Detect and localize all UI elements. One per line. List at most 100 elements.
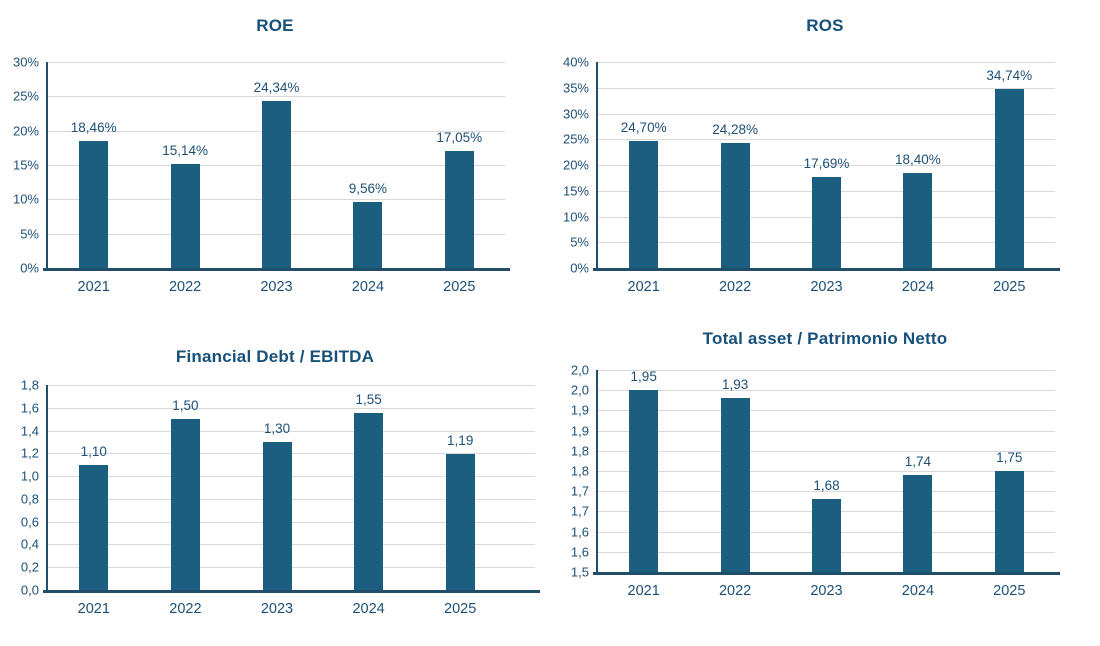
bar-2021 — [79, 465, 108, 590]
y-axis-line — [46, 62, 48, 268]
bar-2025 — [995, 471, 1024, 572]
gridline — [598, 165, 1055, 166]
y-axis-tick-label: 0,8 — [20, 491, 39, 507]
bar-value-label: 24,34% — [253, 80, 300, 95]
bar-value-label: 18,46% — [70, 120, 117, 135]
gridline — [598, 451, 1055, 452]
bar-2024 — [353, 202, 382, 268]
bar-2023 — [262, 101, 291, 268]
gridline — [598, 370, 1055, 371]
x-axis-category-label: 2022 — [169, 601, 202, 617]
chart-title-ros: ROS — [806, 16, 844, 35]
x-axis-category-label: 2023 — [260, 601, 294, 617]
x-axis-category-label: 2024 — [351, 279, 385, 295]
bar-value-label: 18,40% — [894, 152, 941, 167]
bar-2021 — [629, 390, 658, 572]
gridline — [598, 390, 1055, 391]
y-axis-tick-label: 30% — [12, 54, 39, 70]
x-axis-category-label: 2023 — [810, 583, 843, 599]
y-axis-tick-label: 1,2 — [20, 445, 39, 461]
plot-area-financial-debt-ebitda: 0,0 0,2 0,4 0,6 0,8 1,0 1,2 1,4 1,6 1,8 1,10 2021 1,… — [0, 323, 550, 646]
x-axis-category-label: 2024 — [901, 583, 935, 599]
y-axis-tick-label: 15% — [562, 183, 589, 199]
bar-value-label: 1,55 — [355, 392, 382, 407]
gridline — [598, 62, 1055, 63]
y-axis-tick-label: 1,6 — [20, 400, 39, 416]
x-axis-category-label: 2021 — [627, 583, 660, 599]
y-axis-tick-label: 30% — [562, 106, 589, 121]
x-axis-category-label: 2025 — [443, 279, 476, 295]
gridline — [598, 491, 1055, 492]
y-axis-tick-label: 25% — [562, 131, 589, 147]
bar-value-label: 1,19 — [447, 433, 474, 448]
y-axis-tick-label: 20% — [12, 123, 39, 139]
bar-2022 — [721, 143, 750, 268]
x-axis-category-label: 2022 — [718, 279, 752, 295]
y-axis-tick-label: 20% — [562, 157, 589, 173]
y-axis-tick-label: 0,0 — [20, 582, 39, 598]
bar-2025 — [446, 454, 475, 590]
bar-2025 — [445, 151, 474, 268]
bar-2021 — [629, 141, 658, 268]
y-axis-tick-label: 1,5 — [570, 564, 589, 580]
x-axis-category-label: 2022 — [718, 583, 752, 599]
bar-value-label: 34,74% — [986, 68, 1033, 83]
y-axis-tick-label: 1,0 — [20, 468, 39, 484]
gridline — [48, 62, 505, 63]
y-axis-line — [46, 385, 48, 590]
bar-value-label: 1,10 — [80, 444, 107, 459]
bar-2022 — [171, 164, 200, 268]
gridline — [48, 96, 505, 97]
bar-2021 — [79, 141, 108, 268]
bar-2022 — [721, 398, 750, 572]
gridline — [598, 139, 1055, 140]
chart-ros: ROS 0% 5% 10% 15% 20% 25% 30% 35% 40% 24,70% 2021 2… — [550, 0, 1100, 323]
y-axis-tick-label: 2,0 — [570, 382, 589, 398]
bar-2023 — [263, 442, 292, 590]
chart-financial-debt-ebitda: Financial Debt / EBITDA 0,0 0,2 0,4 0,6 0,8 1… — [0, 323, 550, 646]
y-axis-tick-label: 10% — [562, 209, 589, 224]
x-axis-line — [43, 268, 510, 271]
x-axis-category-label: 2021 — [77, 279, 110, 295]
y-axis-tick-label: 1,7 — [570, 503, 589, 519]
plot-area-ros: 0% 5% 10% 15% 20% 25% 30% 35% 40% 24,70% 2021 24,28… — [550, 0, 1100, 323]
y-axis-tick-label: 0,2 — [20, 559, 39, 575]
bar-value-label: 17,05% — [436, 130, 483, 145]
bar-2022 — [171, 419, 200, 590]
x-axis-category-label: 2021 — [77, 601, 110, 617]
bar-2024 — [903, 173, 932, 268]
y-axis-tick-label: 0,6 — [20, 514, 39, 530]
bar-value-label: 1,95 — [630, 369, 657, 384]
x-axis-category-label: 2025 — [993, 583, 1026, 599]
y-axis-tick-label: 5% — [570, 234, 589, 250]
y-axis-tick-label: 25% — [12, 88, 39, 104]
x-axis-category-label: 2023 — [260, 279, 293, 295]
gridline — [598, 88, 1055, 89]
bar-value-label: 1,93 — [721, 377, 749, 392]
chart-title-financial-debt-ebitda: Financial Debt / EBITDA — [175, 347, 375, 366]
x-axis-category-label: 2024 — [352, 601, 385, 617]
x-axis-line — [43, 590, 540, 593]
chart-total-asset-patrimonio-netto: Total asset / Patrimonio Netto 1,5 1,6 1,6… — [550, 323, 1100, 646]
gridline — [48, 385, 535, 386]
bar-2023 — [812, 499, 841, 572]
bar-2023 — [812, 177, 841, 268]
y-axis-tick-label: 1,9 — [570, 423, 589, 439]
x-axis-category-label: 2025 — [444, 601, 477, 617]
bar-value-label: 9,56% — [348, 181, 388, 196]
y-axis-tick-label: 1,9 — [570, 402, 589, 418]
bar-value-label: 1,68 — [813, 478, 840, 493]
gridline — [48, 431, 535, 432]
y-axis-tick-label: 1,6 — [570, 544, 589, 560]
y-axis-tick-label: 1,6 — [570, 524, 589, 540]
x-axis-category-label: 2024 — [901, 279, 935, 295]
bar-value-label: 1,75 — [996, 450, 1023, 465]
x-axis-category-label: 2021 — [627, 279, 660, 295]
y-axis-tick-label: 1,8 — [570, 463, 589, 479]
y-axis-tick-label: 0% — [20, 260, 39, 276]
y-axis-tick-label: 1,4 — [20, 423, 39, 439]
x-axis-category-label: 2022 — [168, 279, 202, 295]
y-axis-line — [596, 370, 598, 572]
x-axis-line — [593, 572, 1060, 575]
